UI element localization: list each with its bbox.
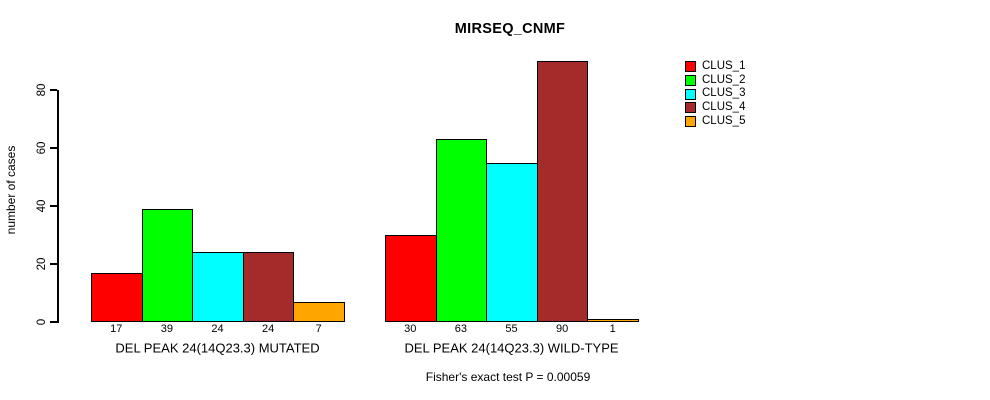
legend-swatch xyxy=(685,88,696,100)
legend-label: CLUS_1 xyxy=(702,60,746,73)
y-tick-label: 60 xyxy=(36,141,48,155)
legend-swatch xyxy=(685,75,696,87)
bar-clus_2-group2 xyxy=(435,139,488,322)
bar-clus_1-group1 xyxy=(91,272,143,322)
bar-value-label: 90 xyxy=(555,323,569,335)
bar-clus_5-group1 xyxy=(293,301,345,322)
bar-value-label: 7 xyxy=(315,323,322,335)
group-label: DEL PEAK 24(14Q23.3) WILD-TYPE xyxy=(404,340,619,355)
bar-clus_3-group1 xyxy=(192,252,244,322)
legend-item-clus_1: CLUS_1 xyxy=(685,60,745,74)
bar-clus_4-group2 xyxy=(536,61,589,322)
bar-value-label: 24 xyxy=(211,323,224,335)
bar-clus_2-group1 xyxy=(141,208,194,322)
bar-value-label: 24 xyxy=(261,323,275,335)
bar-clus_3-group2 xyxy=(486,162,538,322)
bar-clus_5-group2 xyxy=(587,319,639,322)
group-label: DEL PEAK 24(14Q23.3) MUTATED xyxy=(115,340,320,355)
y-tick xyxy=(50,321,57,323)
fisher-test-annotation: Fisher's exact test P = 0.00059 xyxy=(425,370,591,384)
bar-value-label: 17 xyxy=(110,323,123,335)
bar-value-label: 1 xyxy=(609,323,616,335)
legend-label: CLUS_2 xyxy=(702,73,746,86)
legend-swatch xyxy=(685,61,696,73)
y-tick-label: 0 xyxy=(36,318,48,326)
legend-item-clus_5: CLUS_5 xyxy=(685,115,745,129)
y-axis-label: number of cases xyxy=(4,145,18,235)
chart-title: MIRSEQ_CNMF xyxy=(454,21,566,37)
y-tick xyxy=(50,205,57,207)
legend-swatch xyxy=(685,116,696,128)
bar-clus_1-group2 xyxy=(385,235,437,322)
legend-label: CLUS_5 xyxy=(702,114,746,127)
y-tick-label: 20 xyxy=(36,257,48,271)
y-tick xyxy=(50,147,57,149)
y-tick-label: 40 xyxy=(36,199,48,213)
legend-swatch xyxy=(685,102,696,114)
legend-item-clus_3: CLUS_3 xyxy=(685,87,745,101)
y-tick xyxy=(50,89,57,91)
bar-value-label: 63 xyxy=(454,323,468,335)
bar-clus_4-group1 xyxy=(242,252,295,322)
y-tick xyxy=(50,263,57,265)
legend-label: CLUS_4 xyxy=(702,101,746,114)
legend-item-clus_2: CLUS_2 xyxy=(685,74,745,88)
bar-value-label: 39 xyxy=(160,323,174,335)
bar-value-label: 55 xyxy=(505,323,518,335)
legend: CLUS_1 CLUS_2 CLUS_3 CLUS_4 CLUS_5 xyxy=(685,60,745,128)
bar-value-label: 30 xyxy=(404,323,417,335)
legend-label: CLUS_3 xyxy=(702,87,746,100)
legend-item-clus_4: CLUS_4 xyxy=(685,101,745,115)
y-axis xyxy=(57,89,59,323)
y-tick-label: 80 xyxy=(36,83,48,97)
